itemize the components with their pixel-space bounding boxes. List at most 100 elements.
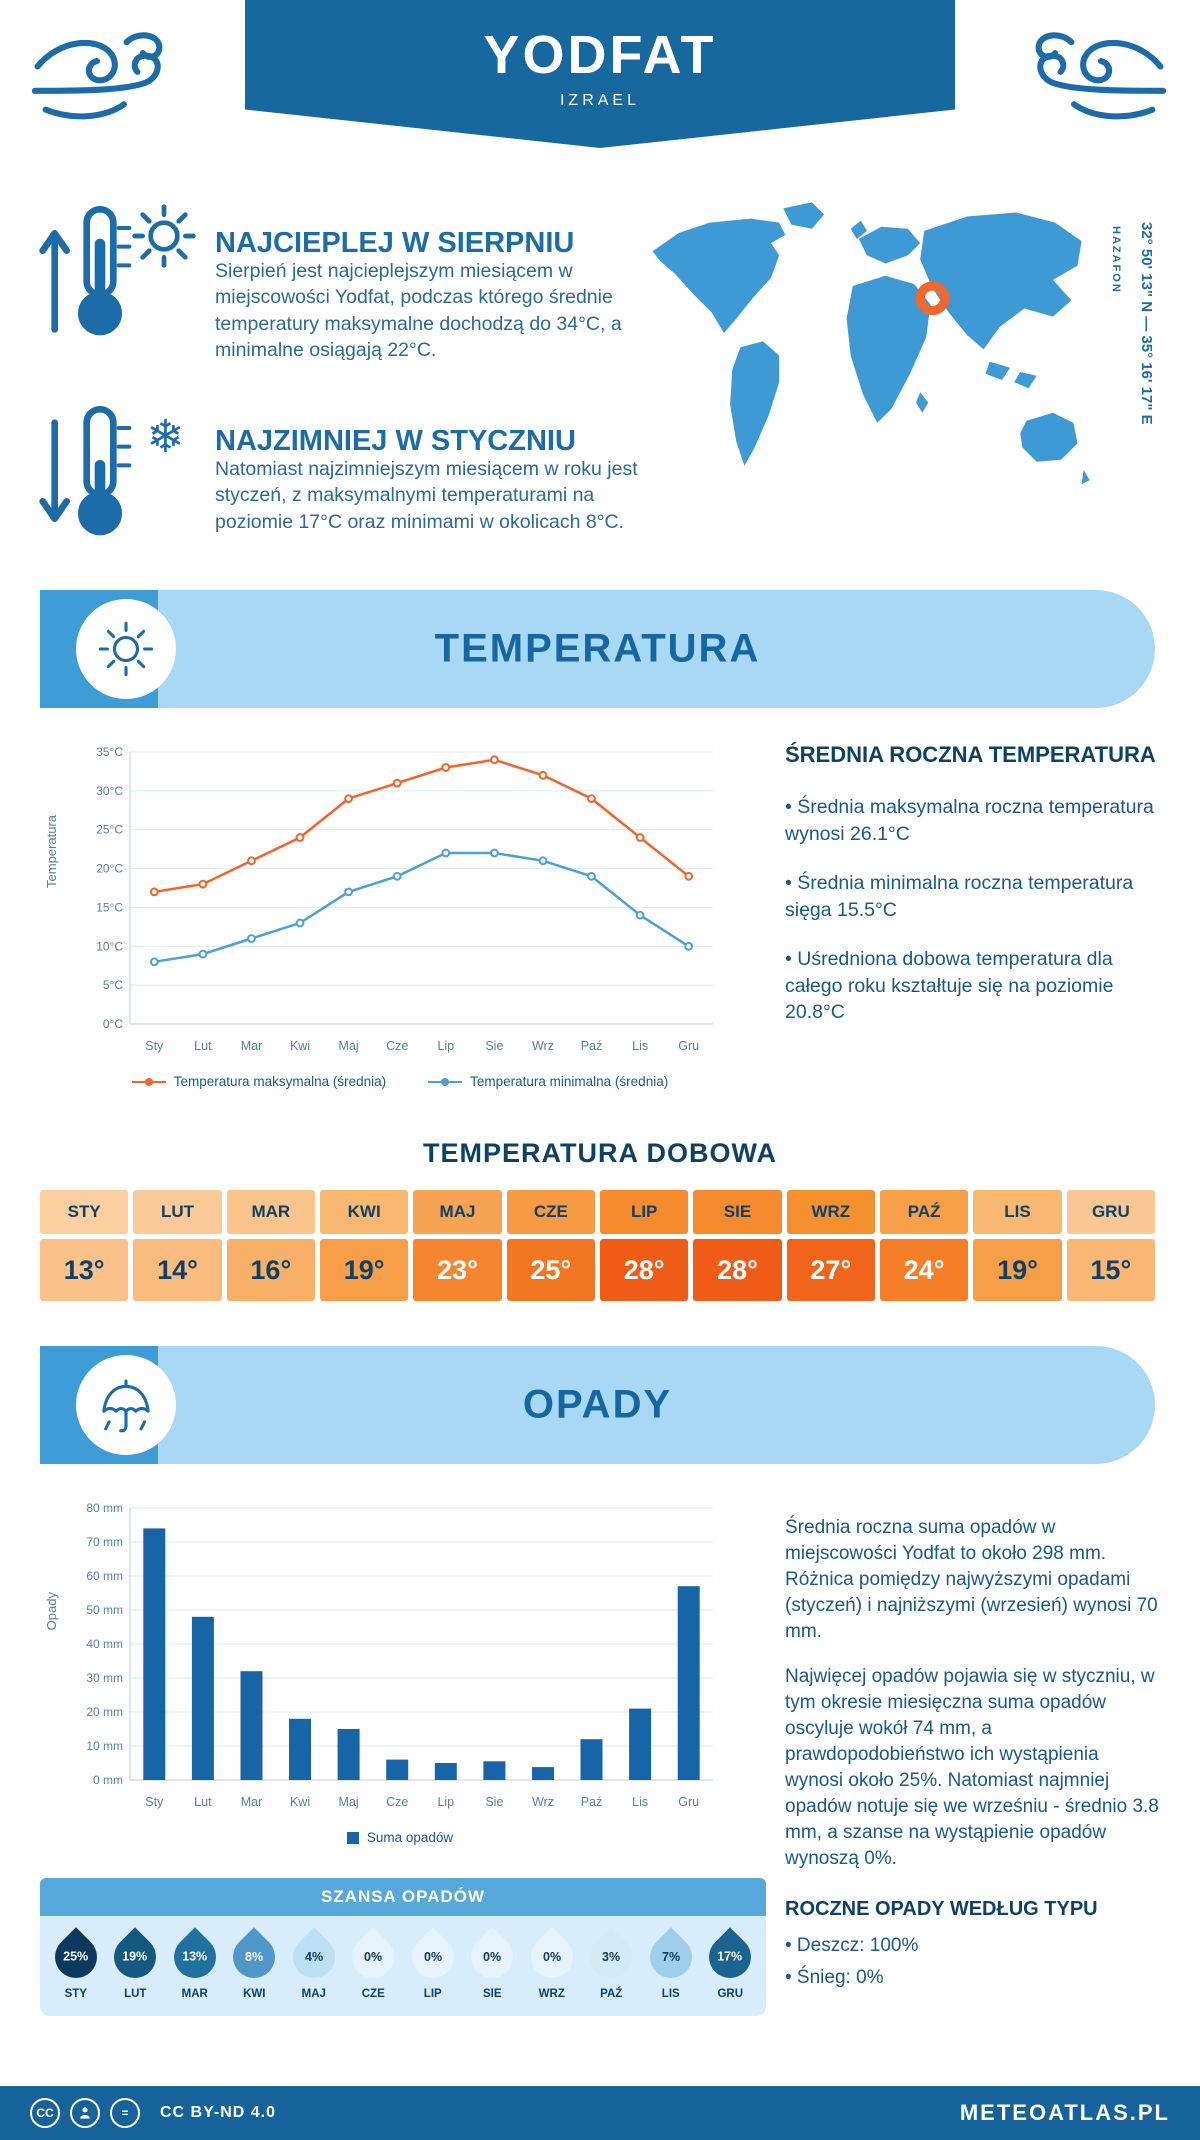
precipitation-banner: OPADY [40, 1346, 1155, 1464]
precipitation-bar-chart: 0 mm 10 mm 20 mm 30 mm 40 mm 50 mm 60 mm 70 mm 8… [86, 1501, 713, 1809]
temp-value-cell: 19° [320, 1239, 409, 1301]
snowflake-icon: ❄ [146, 411, 184, 462]
chance-item: 3% PAŹ [581, 1927, 642, 2000]
temp-y-axis-label: Temperatura [44, 815, 59, 888]
precipitation-paragraph: Średnia roczna suma opadów w miejscowośc… [785, 1517, 1158, 1643]
chance-item: 0% WRZ [522, 1927, 582, 2000]
svg-text:20°C: 20°C [96, 862, 123, 876]
raindrop-icon: 4% [284, 1927, 344, 1987]
svg-text:Sty: Sty [145, 1795, 164, 1809]
precipitation-type-bullet: • Śnieg: 0% [785, 1967, 884, 1989]
svg-text:Wrz: Wrz [532, 1039, 554, 1053]
license-icons: CC = CC BY-ND 4.0 [30, 2098, 276, 2128]
summary-bullets: • Średnia maksymalna roczna temperatura … [785, 794, 1165, 1026]
cc-icon: CC [30, 2098, 60, 2128]
svg-text:10°C: 10°C [96, 939, 123, 953]
thermometer-cold-icon: ❄ [39, 406, 184, 536]
svg-text:Lut: Lut [194, 1795, 212, 1809]
month-header-cell: LIP [600, 1190, 689, 1234]
chance-month: GRU [717, 1988, 744, 2000]
chance-month: PAŹ [600, 1988, 623, 2000]
svg-text:30°C: 30°C [96, 784, 123, 798]
chance-item: 0% LIP [403, 1927, 463, 2000]
legend-square-marker [346, 1831, 359, 1844]
banner-icon-circle [76, 1355, 176, 1455]
umbrella-icon [102, 1379, 150, 1433]
month-header-cell: SIE [693, 1190, 782, 1234]
svg-text:Paź: Paź [581, 1039, 603, 1053]
precipitation-paragraph: Najwięcej opadów pojawia się w styczniu,… [785, 1666, 1159, 1870]
coldest-heading: NAJZIMNIEJ W STYCZNIU [215, 425, 576, 457]
summary-bullet: • Średnia minimalna roczna temperatura s… [785, 871, 1134, 921]
month-header-cell: WRZ [786, 1190, 875, 1234]
month-header-cell: STY [40, 1190, 129, 1234]
svg-text:Lis: Lis [632, 1795, 648, 1809]
svg-text:Lis: Lis [632, 1039, 648, 1053]
svg-text:Kwi: Kwi [290, 1795, 310, 1809]
footer: CC = CC BY-ND 4.0 METEOATLAS.PL [0, 2086, 1200, 2140]
temp-value-cell: 13° [40, 1239, 129, 1301]
sun-icon [132, 204, 196, 268]
precipitation-type-bullet: • Deszcz: 100% [785, 1935, 919, 1957]
svg-text:40 mm: 40 mm [86, 1637, 123, 1651]
svg-text:50 mm: 50 mm [86, 1603, 123, 1617]
svg-text:0 mm: 0 mm [93, 1773, 123, 1787]
legend-item: Temperatura maksymalna (średnia) [131, 1074, 387, 1089]
temperature-title: TEMPERATURA [434, 626, 761, 671]
page-subtitle: IZRAEL [559, 92, 640, 109]
raindrop-icon: 19% [105, 1927, 165, 1987]
chance-grid: 25% STY 19% LUT 13% MAR 8% KWI 4% MAJ 0% CZE 0% LIP 0%… [40, 1916, 766, 2016]
chance-item: 7% LIS [641, 1927, 701, 2000]
svg-text:Sie: Sie [485, 1039, 503, 1053]
svg-text:Kwi: Kwi [290, 1039, 310, 1053]
month-header-cell: CZE [506, 1190, 595, 1234]
banner-icon-circle [76, 599, 176, 699]
chance-month: SIE [482, 1988, 502, 2000]
raindrop-icon: 17% [700, 1927, 760, 1987]
svg-text:Lip: Lip [437, 1795, 454, 1809]
warmest-heading: NAJCIEPLEJ W SIERPNIU [215, 227, 575, 259]
temp-value-cell: 15° [1066, 1239, 1155, 1301]
chance-item: 4% MAJ [284, 1927, 344, 2000]
svg-text:Cze: Cze [386, 1039, 408, 1053]
chance-month: LUT [124, 1988, 147, 2000]
raindrop-icon: 25% [46, 1927, 106, 1987]
svg-text:Sty: Sty [145, 1039, 164, 1053]
legend-item: Temperatura minimalna (średnia) [428, 1074, 668, 1089]
legend-label: Temperatura maksymalna (średnia) [173, 1074, 387, 1089]
svg-text:Mar: Mar [241, 1039, 263, 1053]
svg-text:Lut: Lut [194, 1039, 212, 1053]
rain-y-axis-label: Opady [44, 1592, 59, 1631]
temperature-banner: TEMPERATURA [40, 590, 1155, 708]
chance-item: 25% STY [46, 1927, 106, 2000]
coordinates-text: 32° 50' 13" N — 35° 16' 17" E [1138, 222, 1155, 425]
month-header-cell: PAŹ [880, 1190, 969, 1234]
svg-text:60 mm: 60 mm [86, 1569, 123, 1583]
svg-text:Wrz: Wrz [532, 1795, 554, 1809]
svg-text:Maj: Maj [339, 1039, 359, 1053]
temperature-chart-legend: Temperatura maksymalna (średnia) Temperat… [75, 1074, 725, 1089]
chance-item: 0% SIE [462, 1927, 523, 2000]
precipitation-chart-legend: Suma opadów [75, 1830, 725, 1845]
legend-label: Temperatura minimalna (średnia) [470, 1074, 669, 1089]
svg-text:Gru: Gru [678, 1039, 699, 1053]
svg-text:25°C: 25°C [96, 823, 123, 837]
temp-value-cell: 19° [973, 1239, 1062, 1301]
license-text: CC BY-ND 4.0 [160, 2104, 277, 2121]
chance-month: MAR [181, 1988, 208, 2000]
sun-icon [98, 621, 154, 677]
temp-value-cell: 28° [693, 1239, 782, 1301]
svg-text:10 mm: 10 mm [86, 1739, 123, 1753]
chance-item: 8% KWI [224, 1927, 285, 2000]
temp-value-cell: 28° [600, 1239, 689, 1301]
wind-icon [31, 32, 163, 120]
legend-item: Suma opadów [346, 1830, 453, 1845]
month-header-cell: LIS [973, 1190, 1062, 1234]
chance-of-precipitation-box: SZANSA OPADÓW 25% STY 19% LUT 13% MAR 8% KWI 4% M… [40, 1878, 766, 2016]
precipitation-summary: Średnia roczna suma opadów w miejscowośc… [785, 1496, 1160, 1999]
raindrop-icon: 7% [641, 1927, 701, 1987]
daily-temperature-table: STY LUT MAR KWI MAJ CZE LIP SIE WRZ PAŹ LIS GRU 13° 1… [40, 1190, 1155, 1301]
raindrop-icon: 0% [462, 1927, 522, 1987]
attribution-person-icon [70, 2098, 100, 2128]
